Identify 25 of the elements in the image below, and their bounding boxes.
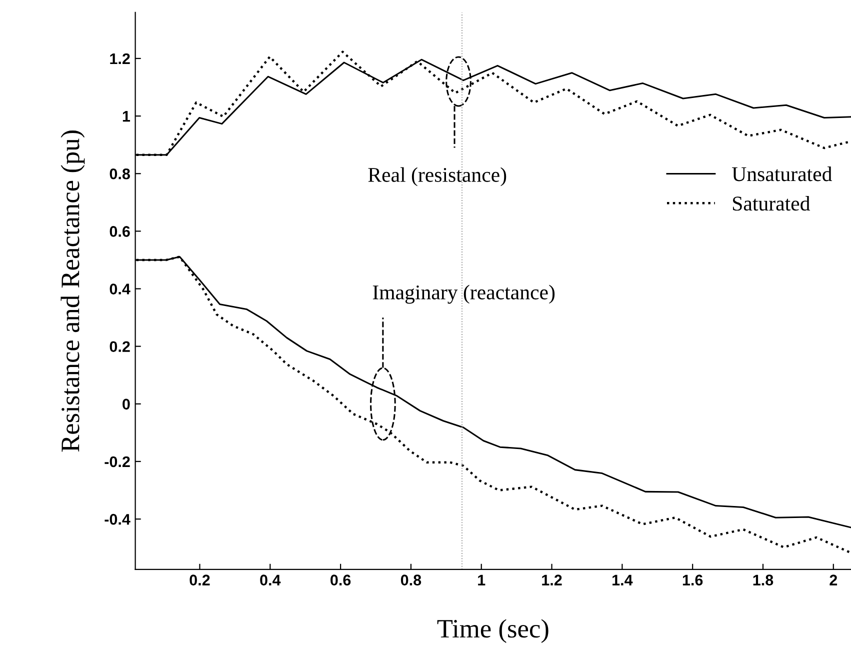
y-tick-label: 0.2	[110, 341, 130, 352]
y-tick-label: 0.8	[110, 168, 130, 180]
annotation: Real (resistance)	[368, 167, 506, 186]
x-tick-label: 1.6	[682, 574, 703, 586]
y-tick-label: 1.2	[110, 53, 130, 64]
y-axis-title: Resistance and Reactance (pu)	[60, 130, 85, 452]
x-tick-label: 1	[478, 574, 486, 586]
legend-label: Unsaturated	[732, 166, 832, 182]
x-tick-label: 0.2	[190, 574, 210, 586]
x-tick-label: 1.4	[612, 574, 633, 586]
y-tick-label: 0.4	[110, 284, 130, 294]
x-tick-label: 1.8	[753, 574, 774, 586]
y-tick-label: 0	[122, 398, 130, 410]
y-tick-label: -0.4	[104, 514, 130, 525]
x-tick-label: 0.8	[400, 574, 422, 586]
x-tick-label: 0.4	[260, 574, 281, 586]
x-tick-label: 2	[830, 574, 838, 586]
x-tick-label: 1.2	[542, 574, 562, 586]
y-tick-label: -0.2	[104, 456, 130, 468]
legend-label: Saturated	[732, 196, 810, 211]
y-tick-label: 0.6	[110, 226, 130, 237]
annotation: Imaginary (reactance)	[372, 284, 555, 304]
x-axis-title: Time (sec)	[437, 619, 548, 644]
x-tick-label: 0.6	[330, 574, 351, 586]
y-tick-label: 1	[122, 111, 130, 122]
